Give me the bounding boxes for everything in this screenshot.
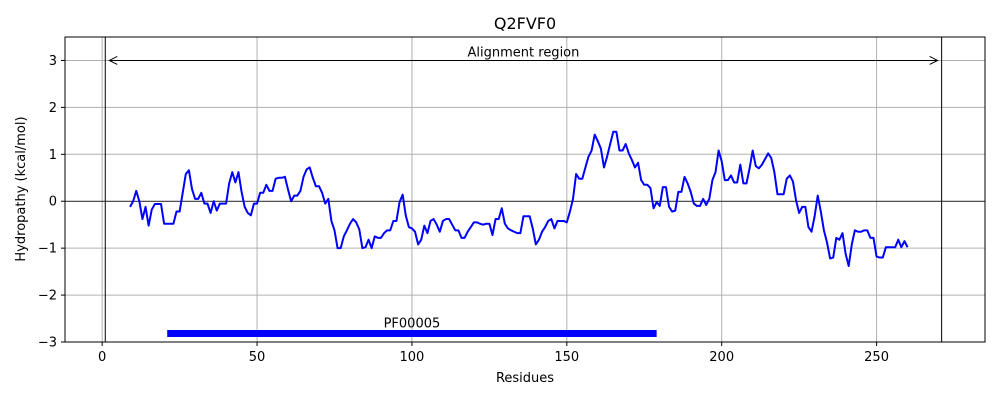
x-tick-label: 100: [400, 350, 425, 365]
x-tick-label: 250: [864, 350, 889, 365]
x-axis-ticks: 0 50 100 150 200 250: [98, 342, 889, 365]
x-tick-label: 50: [249, 350, 266, 365]
chart-title: Q2FVF0: [494, 14, 556, 33]
plot-frame: [64, 36, 986, 343]
x-tick-label: 150: [554, 350, 579, 365]
y-tick-label: 1: [49, 148, 57, 163]
y-tick-label: 0: [49, 195, 57, 210]
alignment-region-label: Alignment region: [468, 45, 580, 60]
x-tick-label: 0: [98, 350, 106, 365]
hydropathy-series-line: [129, 130, 909, 267]
y-tick-label: −3: [38, 336, 57, 351]
alignment-arrow-head-left: [108, 56, 118, 65]
domain-label: PF00005: [384, 317, 441, 332]
y-axis-ticks: −3 −2 −1 0 1 2 3: [38, 54, 65, 351]
y-tick-label: 2: [49, 101, 57, 116]
y-axis-title: Hydropathy (kcal/mol): [14, 116, 29, 261]
alignment-arrow: [108, 56, 939, 65]
x-tick-label: 200: [709, 350, 734, 365]
x-axis-title: Residues: [496, 371, 554, 386]
y-tick-label: −2: [38, 289, 57, 304]
y-tick-label: 3: [49, 54, 57, 69]
alignment-arrow-head-right: [929, 56, 939, 65]
y-tick-label: −1: [38, 242, 57, 257]
